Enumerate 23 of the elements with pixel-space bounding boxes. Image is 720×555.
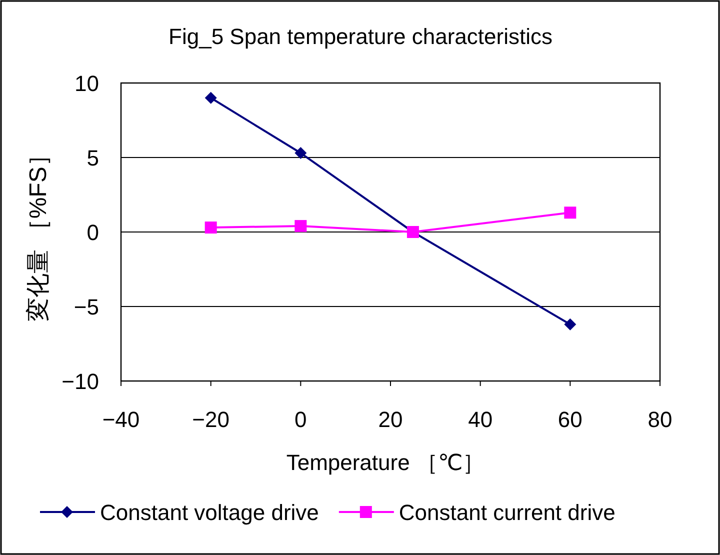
x-tick-label: −40 <box>102 407 140 432</box>
x-tick-label: 60 <box>558 407 582 432</box>
x-tick-label: 20 <box>378 407 403 432</box>
legend-label: Constant current drive <box>398 500 616 525</box>
y-axis-title: 変化量 ［%FS］ <box>25 142 52 322</box>
x-tick-label: −20 <box>192 407 230 432</box>
legend-label: Constant voltage drive <box>100 500 319 525</box>
point <box>204 92 217 104</box>
y-tick-label: 10 <box>74 71 99 96</box>
y-tick-label: 5 <box>86 146 99 170</box>
x-tick-label: 80 <box>648 407 672 432</box>
y-tick-label: −5 <box>74 294 99 320</box>
point <box>564 318 576 330</box>
point <box>204 222 217 234</box>
y-tick-label: −10 <box>62 369 99 394</box>
x-tick-label: 0 <box>294 407 307 432</box>
y-tick-label: 0 <box>86 220 99 245</box>
x-tick-label: 40 <box>468 407 493 432</box>
point <box>294 147 307 160</box>
point <box>294 220 307 232</box>
x-axis-title: Temperature ［℃］ <box>286 450 485 475</box>
chart-title: Fig_5 Span temperature characteristics <box>168 24 552 49</box>
point <box>564 206 576 219</box>
